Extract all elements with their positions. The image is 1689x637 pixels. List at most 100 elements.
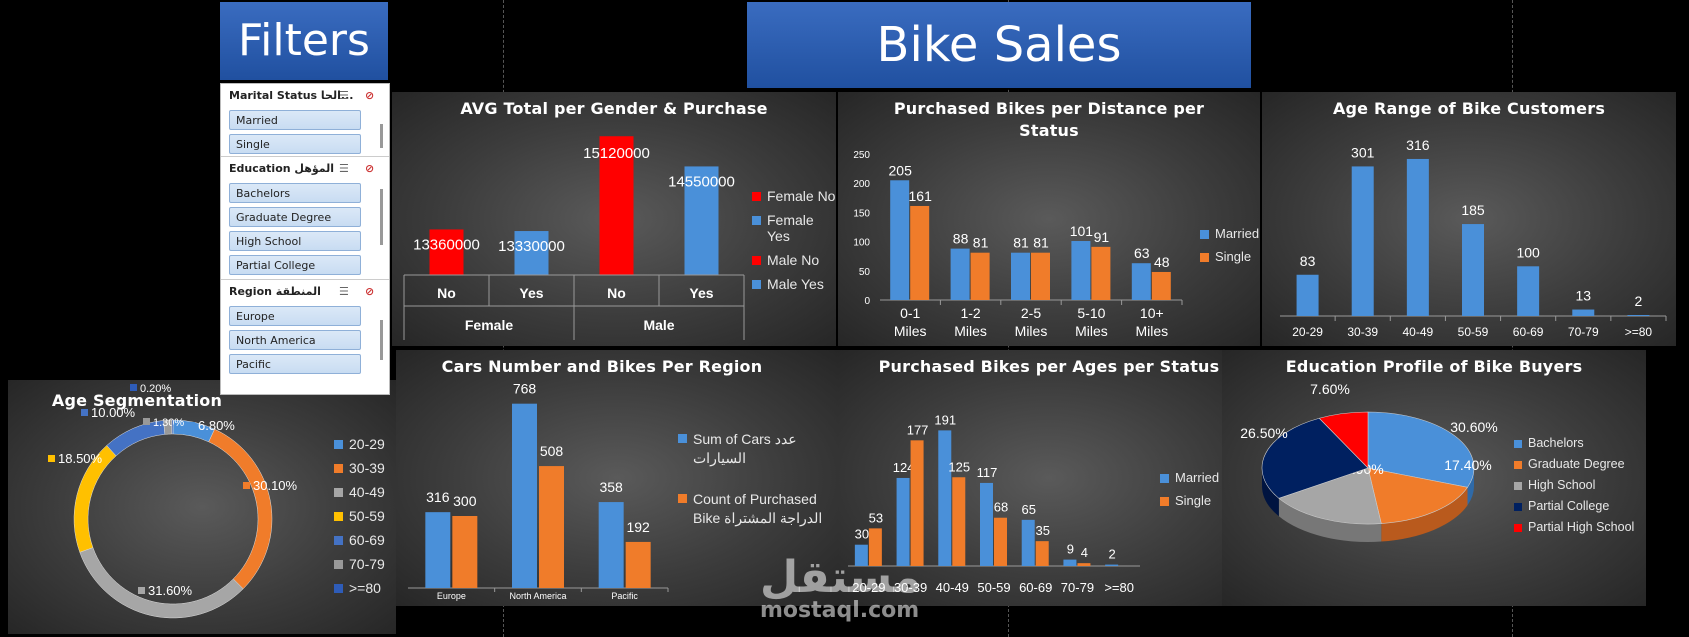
legend-item: Single xyxy=(1160,493,1219,508)
legend-item: Married xyxy=(1160,470,1219,485)
data-label: 48 xyxy=(1154,254,1170,270)
legend-swatch xyxy=(752,192,761,201)
slicer-item-north-america[interactable]: North America xyxy=(229,330,361,350)
data-label: 88 xyxy=(953,231,969,247)
tick-label: No xyxy=(437,285,456,301)
slicer-item-graduate-degree[interactable]: Graduate Degree xyxy=(229,207,361,227)
tick-label: >=80 xyxy=(1104,580,1134,595)
legend-swatch xyxy=(334,512,343,521)
tick-label: 5-10 xyxy=(1077,305,1105,321)
data-label: 18.50% xyxy=(58,451,103,466)
tick-label: 60-69 xyxy=(1019,580,1052,595)
data-label: 191 xyxy=(934,412,956,427)
data-label: 81 xyxy=(1013,235,1029,251)
data-label: 316 xyxy=(426,489,450,505)
clear-filter-icon[interactable]: ⊘ xyxy=(365,162,375,175)
slicer-item-pacific[interactable]: Pacific xyxy=(229,354,361,374)
legend-label: Sum of Cars عدد السيارات xyxy=(693,431,797,466)
data-label: 10.00% xyxy=(91,405,136,420)
slicer-item-partial-college[interactable]: Partial College xyxy=(229,255,361,275)
clear-filter-icon[interactable]: ⊘ xyxy=(365,89,375,102)
gender-purchase-panel: AVG Total per Gender & Purchase 13360000… xyxy=(392,92,836,346)
watermark-latin: mostaql.com xyxy=(760,598,920,623)
bar xyxy=(514,231,549,275)
bar xyxy=(425,512,451,588)
multi-select-icon[interactable]: ☰ xyxy=(339,89,349,102)
legend-swatch xyxy=(1200,230,1209,239)
legend-label: Partial College xyxy=(1528,499,1610,513)
slicer-scrollbar[interactable] xyxy=(380,320,383,360)
bar xyxy=(970,252,990,300)
slicer-scrollbar[interactable] xyxy=(380,124,383,148)
legend-item: Graduate Degree xyxy=(1514,457,1634,471)
bar xyxy=(1091,246,1111,300)
slicer-item-married[interactable]: Married xyxy=(229,110,361,130)
chart-title: Education Profile of Bike Buyers xyxy=(1285,357,1583,376)
data-label: 68 xyxy=(994,500,1008,515)
legend-swatch xyxy=(1514,524,1522,532)
data-label: 81 xyxy=(973,235,989,251)
tick-label: 20-29 xyxy=(1292,325,1323,339)
group-label: Female xyxy=(465,317,513,333)
slicer-item-single[interactable]: Single xyxy=(229,134,361,154)
legend-item: >=80 xyxy=(334,580,385,596)
data-label: 9 xyxy=(1067,542,1074,557)
legend-label: Graduate Degree xyxy=(1528,457,1625,471)
legend-item: Female Yes xyxy=(752,212,836,244)
slicer-item-europe[interactable]: Europe xyxy=(229,306,361,326)
legend-item: Male No xyxy=(752,252,836,268)
data-label: 192 xyxy=(626,519,650,535)
legend-item: 70-79 xyxy=(334,556,385,572)
slicer-header: Education المؤهل ☰ ⊘ xyxy=(221,157,389,179)
tick-label: Miles xyxy=(894,323,927,339)
tick-label: 1-2 xyxy=(960,305,980,321)
legend-item: Partial College xyxy=(1514,499,1634,513)
pie-slice xyxy=(1367,467,1469,524)
filters-banner: Filters xyxy=(220,2,388,80)
data-label: 124 xyxy=(893,460,915,475)
bar xyxy=(910,440,924,566)
tick-label: 40-49 xyxy=(936,580,969,595)
age-segmentation-panel: Age Segmentation 6.80% 30.10% 31.60% 18.50%… xyxy=(8,380,396,634)
bar xyxy=(1021,519,1035,566)
education-panel: Education Profile of Bike Buyers 30.60% 1… xyxy=(1222,350,1646,606)
data-label: 161 xyxy=(909,188,933,204)
group-label: Male xyxy=(643,317,674,333)
data-label: 7.60% xyxy=(1310,381,1350,397)
slicer-item-bachelors[interactable]: Bachelors xyxy=(229,183,361,203)
tick-label: >=80 xyxy=(1625,325,1653,339)
bar xyxy=(1351,166,1374,316)
age-range-chart: 83 20-29 301 30-39 316 40-49 185 50-59 100 60-69 1… xyxy=(1280,137,1667,339)
data-label: 30 xyxy=(855,527,869,542)
slicer-scrollbar[interactable] xyxy=(380,189,383,245)
legend-swatch xyxy=(1160,497,1169,506)
data-label: 17.40% xyxy=(1444,457,1491,473)
bar xyxy=(429,229,464,275)
tick-label: Yes xyxy=(689,285,713,301)
multi-select-icon[interactable]: ☰ xyxy=(339,162,349,175)
legend-swatch xyxy=(334,440,343,449)
legend-label: Male Yes xyxy=(767,276,824,292)
multi-select-icon[interactable]: ☰ xyxy=(339,285,349,298)
distance-legend: Married Single xyxy=(1200,226,1259,272)
data-label: 13360000 xyxy=(413,236,480,253)
bar xyxy=(890,180,910,300)
bar xyxy=(980,482,993,566)
legend-label: 70-79 xyxy=(349,556,385,572)
education-legend: Bachelors Graduate Degree High School Pa… xyxy=(1514,436,1634,541)
clear-filter-icon[interactable]: ⊘ xyxy=(365,285,375,298)
label-marker xyxy=(138,587,145,594)
bar xyxy=(539,466,564,588)
label-marker xyxy=(243,482,250,489)
slicer-item-high-school[interactable]: High School xyxy=(229,231,361,251)
legend-swatch xyxy=(752,280,761,289)
data-label: 35 xyxy=(1035,523,1049,538)
chart-title: Age Segmentation xyxy=(51,391,223,410)
legend-label: Male No xyxy=(767,252,820,268)
y-tick-label: 250 xyxy=(853,150,870,161)
data-label: 15120000 xyxy=(583,145,650,162)
data-label: 205 xyxy=(889,162,913,178)
legend-label: Female No xyxy=(767,188,836,204)
bar xyxy=(1071,241,1091,300)
